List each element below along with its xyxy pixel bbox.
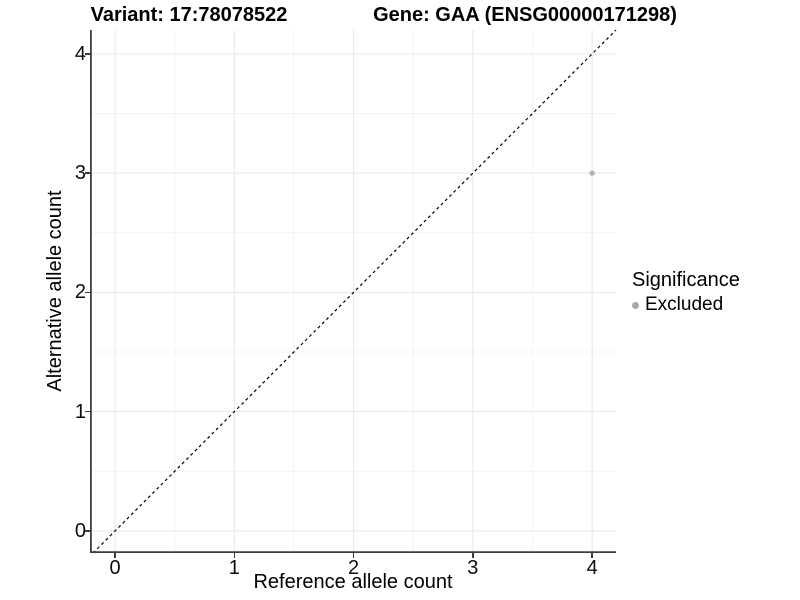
x-tick-mark	[114, 553, 116, 558]
plot-title-variant: Variant: 17:78078522	[90, 4, 288, 26]
legend-item-label: Excluded	[645, 294, 724, 315]
y-tick-mark	[85, 530, 90, 532]
legend-point-swatch	[632, 301, 639, 309]
x-tick-label: 2	[348, 557, 360, 579]
y-tick-mark	[85, 291, 90, 294]
plot-title-gene: Gene: GAA (ENSG00000171298)	[373, 4, 677, 26]
x-tick-label: 0	[109, 557, 121, 579]
x-tick-mark	[352, 553, 355, 558]
plot-canvas	[89, 29, 617, 554]
y-tick-label: 2	[74, 281, 86, 304]
y-tick-label: 0	[74, 519, 86, 542]
x-tick-mark	[472, 553, 474, 558]
x-axis-title: Reference allele count	[253, 571, 453, 593]
data-point	[589, 170, 595, 176]
x-tick-label: 1	[228, 557, 240, 579]
y-tick-label: 3	[74, 162, 86, 185]
y-tick-mark	[85, 172, 90, 174]
x-tick-label: 3	[467, 557, 479, 579]
plot-panel	[89, 29, 617, 554]
y-tick-mark	[85, 410, 90, 413]
x-tick-mark	[233, 553, 236, 558]
y-tick-label: 1	[74, 400, 86, 423]
y-tick-mark	[85, 53, 90, 55]
legend-item-excluded: Excluded	[632, 294, 740, 316]
x-tick-mark	[591, 553, 593, 558]
legend-title: Significance	[632, 269, 740, 291]
identity-line	[92, 29, 617, 554]
x-tick-label: 4	[586, 557, 598, 579]
y-tick-label: 4	[74, 42, 86, 65]
legend: Significance Excluded	[632, 268, 740, 316]
